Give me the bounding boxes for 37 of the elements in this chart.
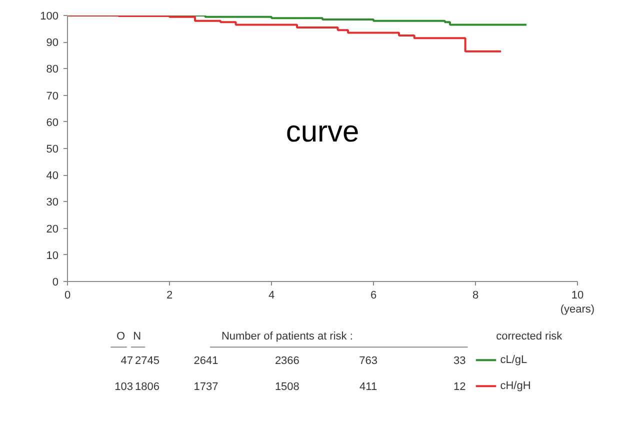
y-tick-label: 90 [46,37,59,50]
legend-title: corrected risk [496,330,563,343]
text: 103 [114,381,133,394]
x-tick-label: 8 [472,290,479,302]
text: 2366 [274,355,300,368]
y-tick-label: 80 [46,64,59,76]
y-tick-label: 20 [46,223,59,236]
y-tick-label: 70 [46,90,59,102]
y-tick-label: 0 [52,276,59,288]
x-tick-label: 2 [166,290,173,302]
legend-label: cL/gL [500,354,528,366]
text: Number of patients at risk : [221,330,353,343]
x-tick-label: 4 [268,290,275,302]
text: 1737 [194,381,218,394]
text: 1806 [135,381,160,394]
text: 33 [453,355,466,368]
y-tick-label: 10 [46,250,59,262]
y-tick-label: 60 [46,116,59,129]
x-tick-label: 6 [370,290,377,302]
text: 411 [360,381,378,394]
text: N [133,330,142,343]
text: O [116,330,126,343]
y-tick-label: 50 [46,144,59,156]
legend-label: cH/gH [500,380,531,392]
y-tick-label: 40 [46,170,59,182]
text: 2641 [194,355,218,368]
y-tick-label: 30 [46,196,59,209]
text: 763 [359,355,378,368]
text: 12 [453,381,466,394]
annotation: curve [286,116,360,148]
x-tick-label: 10 [571,290,584,302]
y-tick-label: 100 [40,10,59,22]
text: 1508 [274,381,300,394]
x-tick-label: 0 [64,290,71,302]
text: 2745 [135,355,160,368]
text: 47 [120,355,133,368]
x-axis-title: (years) [560,304,595,316]
